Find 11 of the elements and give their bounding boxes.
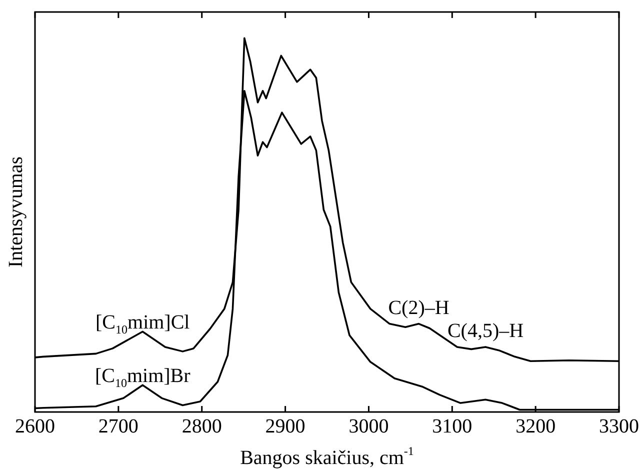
x-tick-label: 3000: [348, 415, 389, 438]
x-tick-label: 2600: [15, 415, 55, 438]
y-axis-title: Intensyvumas: [5, 156, 27, 268]
x-tick-label: 3100: [432, 415, 472, 438]
x-tick-label: 3200: [516, 415, 556, 438]
x-tick-label: 2800: [182, 415, 222, 438]
annotation: C(2)–H: [388, 296, 450, 319]
x-tick-label: 2700: [98, 415, 138, 438]
x-tick-label: 2900: [265, 415, 306, 438]
x-tick-label: 3300: [599, 415, 639, 438]
annotation: C(4,5)–H: [447, 320, 524, 342]
